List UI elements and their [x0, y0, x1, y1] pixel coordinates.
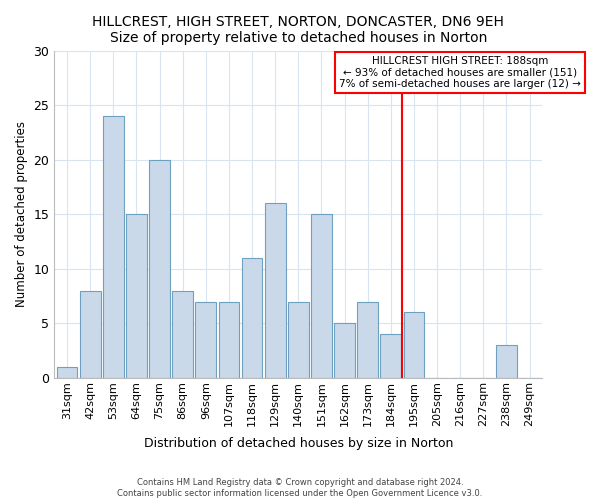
- Bar: [56, 367, 77, 378]
- Title: HILLCREST, HIGH STREET, NORTON, DONCASTER, DN6 9EH
Size of property relative to : HILLCREST, HIGH STREET, NORTON, DONCASTE…: [92, 15, 504, 45]
- Text: Contains HM Land Registry data © Crown copyright and database right 2024.
Contai: Contains HM Land Registry data © Crown c…: [118, 478, 482, 498]
- Bar: [496, 345, 517, 378]
- Bar: [334, 324, 355, 378]
- Bar: [218, 302, 239, 378]
- Bar: [265, 204, 286, 378]
- Text: HILLCREST HIGH STREET: 188sqm
← 93% of detached houses are smaller (151)
7% of s: HILLCREST HIGH STREET: 188sqm ← 93% of d…: [339, 56, 581, 89]
- Y-axis label: Number of detached properties: Number of detached properties: [15, 122, 28, 308]
- X-axis label: Distribution of detached houses by size in Norton: Distribution of detached houses by size …: [143, 437, 453, 450]
- Bar: [149, 160, 170, 378]
- Bar: [357, 302, 378, 378]
- Bar: [288, 302, 309, 378]
- Bar: [311, 214, 332, 378]
- Bar: [380, 334, 401, 378]
- Bar: [126, 214, 147, 378]
- Bar: [80, 290, 101, 378]
- Bar: [404, 312, 424, 378]
- Bar: [103, 116, 124, 378]
- Bar: [172, 290, 193, 378]
- Bar: [242, 258, 262, 378]
- Bar: [196, 302, 216, 378]
